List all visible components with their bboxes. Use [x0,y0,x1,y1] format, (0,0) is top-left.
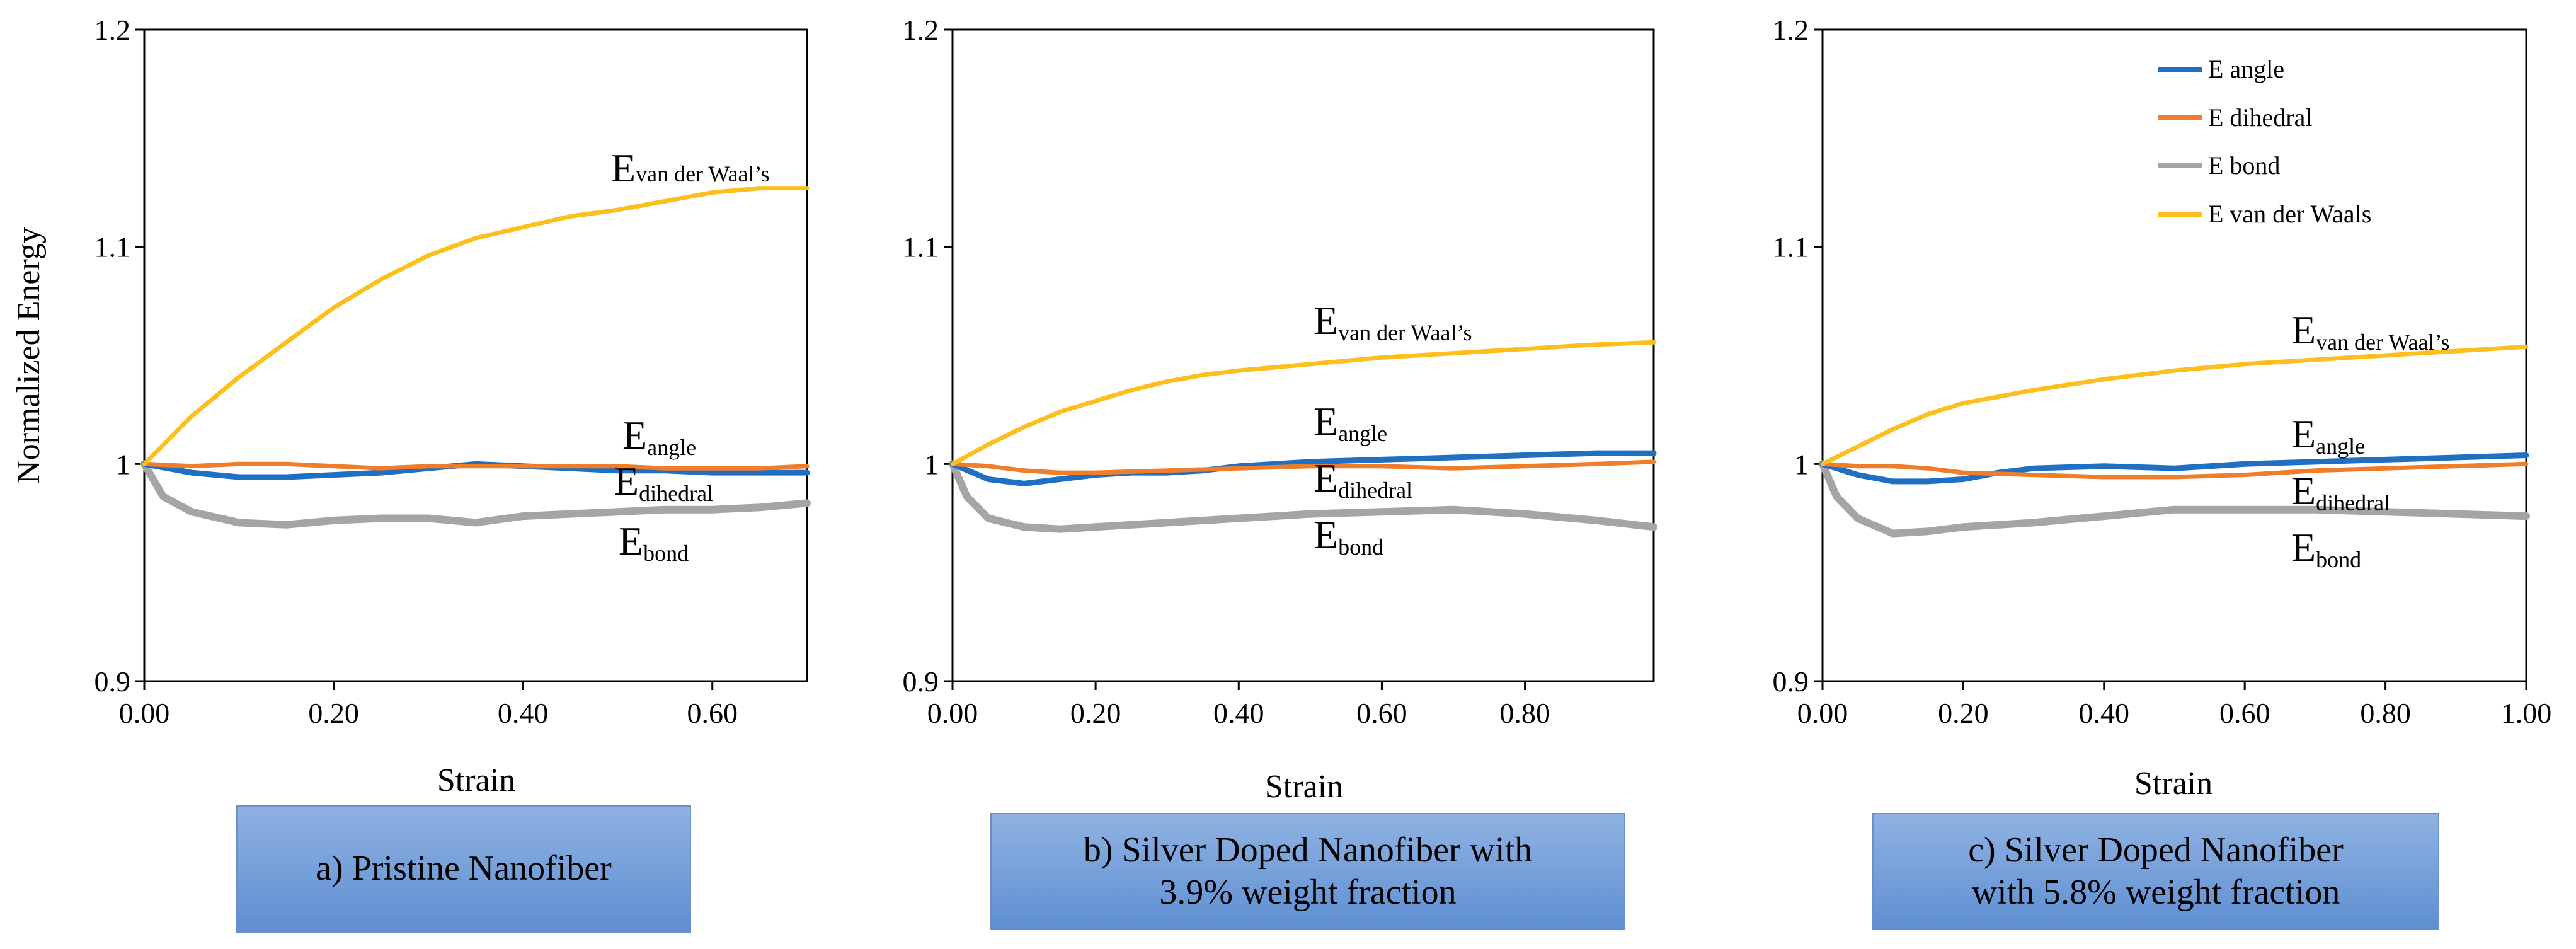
annotation-bond: Ebond [2291,525,2361,572]
series-layer [1819,344,2530,538]
y-tick-label: 1.2 [94,14,131,46]
x-tick-label: 0.20 [1070,697,1121,729]
plot-area-frame [1821,28,2527,682]
caption-panel-c: c) Silver Doped Nanofiber with 5.8% weig… [1872,813,2439,930]
x-tick-label: 1.00 [2501,697,2552,729]
legend-label-angle: E angle [2208,55,2284,83]
caption-panel-b: b) Silver Doped Nanofiber with 3.9% weig… [990,813,1625,930]
y-axis-ticks: 0.9 1 1.1 1.2 [1773,14,1823,698]
series-line-e-dihedral [1820,461,2529,480]
x-axis-ticks: 0.00 0.20 0.40 0.60 0.80 1.00 [1797,681,2552,729]
y-tick-label: 0.9 [903,665,939,698]
plot-area-frame [951,28,1655,682]
y-tick-label: 1.2 [1773,14,1809,46]
x-axis-ticks: 0.00 0.20 0.40 0.60 0.80 [927,681,1550,729]
panel-a-chart: 0.9 1 1.1 1.2 0.00 0.20 0.40 0.60 Normalized E… [11,14,811,798]
annotation-dihedral: Edihedral [614,459,713,506]
series-line-e-van-der-waals [142,186,810,466]
y-tick-label: 1 [924,448,939,480]
x-tick-label: 0.40 [2079,697,2130,729]
legend-label-vdw: E van der Waals [2208,200,2371,228]
plot-area-frame [143,28,808,682]
series-layer [949,340,1657,533]
caption-line-1: c) Silver Doped Nanofiber [1968,830,2344,870]
annotation-angle: Eangle [2291,411,2365,459]
caption-line-1: b) Silver Doped Nanofiber with [1083,830,1533,870]
series-line-e-bond [140,460,811,529]
y-tick-label: 0.9 [1773,665,1809,698]
series-line-e-angle [1819,452,2529,485]
y-tick-label: 0.9 [94,665,131,698]
panel-b-chart: 0.9 1 1.1 1.2 0.00 0.20 0.40 0.60 0.80 Strain E… [903,14,1657,805]
caption-line-2: 3.9% weight fraction [1159,873,1457,912]
caption-panel-a: a) Pristine Nanofiber [236,805,691,933]
y-axis-ticks: 0.9 1 1.1 1.2 [94,14,144,698]
legend-label-bond: E bond [2208,151,2280,180]
x-tick-label: 0.20 [308,697,359,729]
x-tick-label: 0.60 [1356,697,1407,729]
legend-label-dihedral: E dihedral [2208,103,2313,132]
x-tick-label: 0.40 [498,697,549,729]
series-line-e-van-der-waals [950,340,1656,466]
annotation-vdw: Evan der Waal’s [2291,308,2449,355]
y-axis-label: Normalized Energy [11,227,47,484]
x-tick-label: 0.20 [1938,697,1989,729]
annotation-bond: Ebond [619,519,689,566]
x-axis-label: Strain [437,762,515,798]
x-tick-label: 0.80 [2360,697,2411,729]
series-layer [140,186,811,529]
annotation-vdw: Evan der Waal’s [1314,298,1472,345]
x-tick-label: 0.60 [2219,697,2270,729]
legend: E angle E dihedral E bond E van der Waal… [2158,55,2371,228]
x-tick-label: 0.40 [1213,697,1264,729]
annotation-bond: Ebond [1314,512,1383,560]
x-axis-ticks: 0.00 0.20 0.40 0.60 [119,681,738,729]
series-line-e-van-der-waals [1820,344,2529,466]
caption-line-2: with 5.8% weight fraction [1971,873,2340,912]
annotation-vdw: Evan der Waal’s [611,146,769,190]
y-axis-ticks: 0.9 1 1.1 1.2 [903,14,953,698]
x-axis-label: Strain [1265,769,1343,805]
y-tick-label: 1.1 [903,231,939,263]
annotation-dihedral: Edihedral [1314,456,1412,503]
y-tick-label: 1 [116,448,130,480]
x-tick-label: 0.00 [927,697,978,729]
series-line-e-dihedral [950,459,1656,475]
x-tick-label: 0.80 [1499,697,1550,729]
panel-c-chart: 0.9 1 1.1 1.2 0.00 0.20 0.40 0.60 0.80 1.00 Stra… [1773,14,2552,802]
x-tick-label: 0.00 [119,697,170,729]
y-tick-label: 1.2 [903,14,939,46]
y-tick-label: 1.1 [94,231,131,263]
annotation-dihedral: Edihedral [2291,468,2390,515]
series-line-e-bond [1819,460,2530,538]
x-tick-label: 0.60 [687,697,738,729]
series-line-e-bond [949,460,1657,533]
y-tick-label: 1 [1794,448,1809,480]
series-line-e-dihedral [142,461,810,471]
x-axis-label: Strain [2134,766,2212,802]
caption-text: a) Pristine Nanofiber [316,849,612,889]
annotation-angle: Eangle [622,413,696,460]
x-tick-label: 0.00 [1797,697,1848,729]
y-tick-label: 1.1 [1773,231,1809,263]
annotation-angle: Eangle [1314,399,1387,446]
